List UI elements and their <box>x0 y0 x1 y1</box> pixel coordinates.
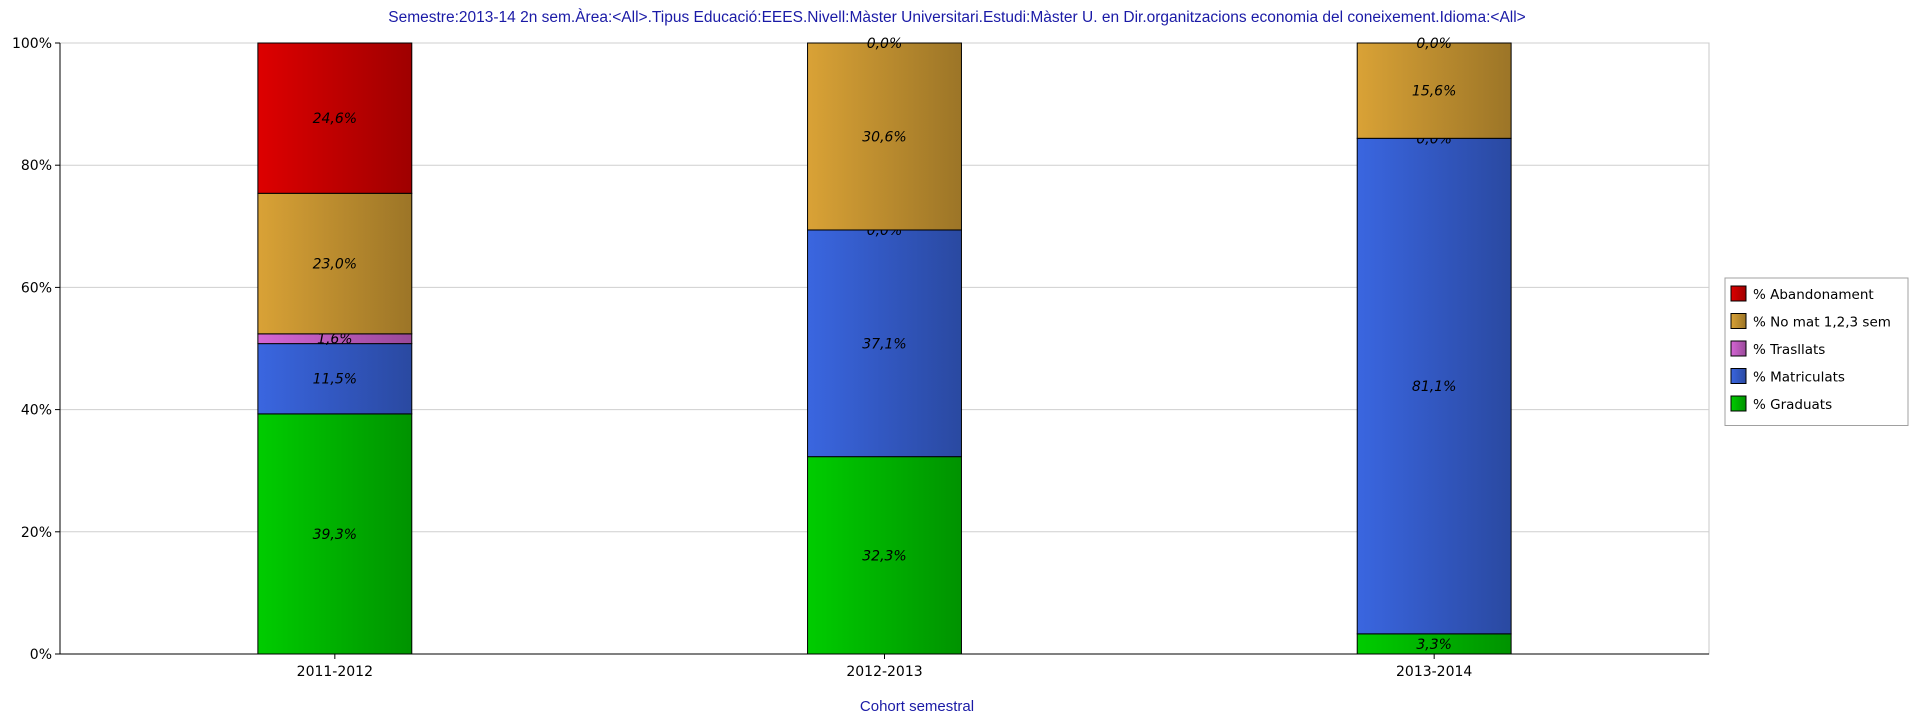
data-label: 81,1% <box>1412 379 1456 395</box>
bar-segment <box>257 343 413 415</box>
legend-item: % Matriculats <box>1730 368 1845 386</box>
chart-title: Semestre:2013-14 2n sem.Àrea:<All>.Tipus… <box>388 9 1525 26</box>
legend-item: % Trasllats <box>1730 340 1825 358</box>
legend-label: % Abandonament <box>1753 287 1874 303</box>
x-tick-label: 2011-2012 <box>297 664 373 680</box>
data-label: 32,3% <box>862 548 906 564</box>
legend-label: % Trasllats <box>1753 342 1825 358</box>
legend: % Abandonament % No mat 1,2,3 sem % Trasll… <box>1724 277 1909 426</box>
bar-segment <box>257 413 413 655</box>
x-axis: 2011-2012 2012-2013 2013-2014 <box>60 653 1709 680</box>
legend-item: % No mat 1,2,3 sem <box>1730 313 1891 331</box>
bar-stack-2013-2014: 3,3%81,1%0,0%15,6%0,0% <box>1356 36 1512 655</box>
data-label: 39,3% <box>313 527 357 543</box>
legend-box <box>1724 277 1909 426</box>
data-label: 24,6% <box>313 111 357 127</box>
bar-stack-2011-2012: 39,3% 11,5% 1,6% 23,0% 24,6% <box>257 42 413 655</box>
y-tick-label: 40% <box>21 403 52 419</box>
data-label: 3,3% <box>1416 637 1452 653</box>
y-tick-label: 0% <box>30 647 52 663</box>
legend-label: % No mat 1,2,3 sem <box>1753 315 1891 331</box>
legend-label: % Graduats <box>1753 397 1832 413</box>
data-label: 0,0% <box>1416 36 1452 52</box>
bar-segment <box>1356 42 1512 139</box>
data-label: 30,6% <box>862 129 906 145</box>
legend-swatch <box>1730 285 1747 302</box>
data-label: 11,5% <box>313 372 357 388</box>
x-axis-label: Cohort semestral <box>860 698 974 715</box>
y-tick-label: 20% <box>21 525 52 541</box>
legend-item: % Abandonament <box>1730 285 1874 303</box>
y-tick-label: 80% <box>21 158 52 174</box>
legend-swatch <box>1730 313 1747 329</box>
bar-segment <box>807 456 962 655</box>
y-axis: 0% 20% 40% 60% 80% 100% <box>12 36 61 663</box>
bar-segment <box>807 229 962 458</box>
legend-swatch <box>1730 368 1747 384</box>
x-tick-label: 2013-2014 <box>1396 664 1472 680</box>
y-tick-label: 60% <box>21 280 52 296</box>
bar-segment <box>807 42 962 231</box>
y-tick-label: 100% <box>12 36 52 52</box>
bar-stack-2012-2013: 32,3%37,1%0,0%30,6%0,0% <box>807 36 962 655</box>
legend-swatch <box>1730 395 1747 412</box>
bar-segment <box>257 192 413 335</box>
legend-label: % Matriculats <box>1753 370 1845 386</box>
x-tick-label: 2012-2013 <box>846 664 922 680</box>
legend-item: % Graduats <box>1730 395 1832 413</box>
data-label: 15,6% <box>1412 84 1456 100</box>
data-label: 1,6% <box>317 332 353 348</box>
bar-segment <box>257 42 413 194</box>
data-label: 0,0% <box>867 36 903 52</box>
data-label: 23,0% <box>313 257 357 273</box>
legend-swatch <box>1730 340 1747 357</box>
bars: 39,3% 11,5% 1,6% 23,0% 24,6% 32,3% 37,1% 0,0% 30… <box>257 36 1512 655</box>
data-label: 37,1% <box>862 336 906 352</box>
